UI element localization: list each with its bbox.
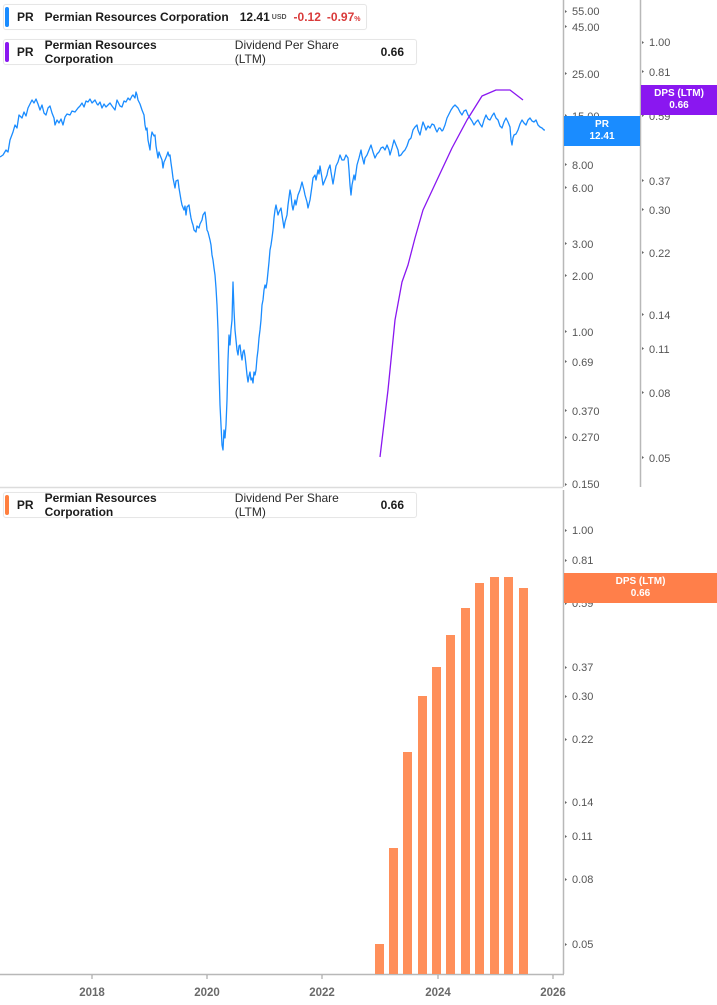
dps-bar [490, 577, 499, 974]
company-name: Permian Resources Corporation [44, 38, 157, 66]
currency: USD [271, 13, 287, 21]
dps-legend-bottom[interactable]: PR Permian Resources Corporation Dividen… [3, 491, 417, 519]
svg-text:0.14: 0.14 [649, 310, 670, 322]
dps-series-color [5, 42, 9, 62]
company-name: Permian Resources Corporation [44, 491, 157, 519]
dps-bar [375, 944, 384, 974]
svg-text:0.370: 0.370 [572, 406, 600, 418]
svg-text:2020: 2020 [194, 987, 220, 999]
svg-text:0.22: 0.22 [572, 734, 593, 746]
ticker: PR [16, 45, 34, 59]
price-change-pct: -0.97% [326, 10, 361, 24]
svg-text:0.270: 0.270 [572, 432, 600, 444]
svg-text:0.08: 0.08 [649, 388, 670, 400]
price-line[interactable] [0, 91, 545, 451]
svg-text:0.22: 0.22 [649, 248, 670, 260]
svg-text:2018: 2018 [79, 987, 105, 999]
svg-text:0.11: 0.11 [649, 344, 670, 356]
dps-bar [475, 583, 484, 974]
price-axis-tag: PR 12.41 [564, 116, 640, 146]
company-name: Permian Resources Corporation [44, 10, 229, 24]
dps-value: 0.66 [380, 45, 404, 59]
svg-text:1.00: 1.00 [572, 327, 593, 339]
svg-text:0.30: 0.30 [649, 205, 670, 217]
svg-text:0.81: 0.81 [649, 67, 670, 79]
price-axis-labels: 55.00 45.00 25.00 15.00 8.00 6.00 3.00 2… [565, 6, 600, 491]
svg-text:0.11: 0.11 [572, 831, 593, 843]
dps-axis-labels-top: 1.00 0.81 0.59 0.37 0.30 0.22 0.14 0.11 … [642, 37, 670, 465]
svg-text:0.30: 0.30 [572, 691, 593, 703]
ticker: PR [16, 498, 34, 512]
svg-text:0.08: 0.08 [572, 874, 593, 886]
svg-text:2024: 2024 [425, 987, 451, 999]
dps-bar [389, 848, 398, 974]
svg-text:25.00: 25.00 [572, 69, 600, 81]
dps-bar [504, 577, 513, 974]
metric-name: Dividend Per Share (LTM) [234, 491, 339, 519]
metric-name: Dividend Per Share (LTM) [234, 38, 339, 66]
svg-text:8.00: 8.00 [572, 160, 593, 172]
svg-text:0.37: 0.37 [572, 662, 593, 674]
svg-text:0.05: 0.05 [649, 453, 670, 465]
dps-bar [403, 752, 412, 974]
dps-bar [461, 608, 470, 974]
svg-text:2022: 2022 [309, 987, 335, 999]
dps-axis-tag-top: DPS (LTM) 0.66 [641, 85, 717, 115]
svg-text:0.150: 0.150 [572, 479, 600, 491]
svg-text:55.00: 55.00 [572, 6, 600, 18]
price-value: 12.41 [239, 10, 270, 24]
svg-text:2.00: 2.00 [572, 271, 593, 283]
dps-axis-tag-bottom: DPS (LTM) 0.66 [564, 573, 717, 603]
price-legend[interactable]: PR Permian Resources Corporation 12.41 U… [3, 4, 367, 30]
dps-value: 0.66 [380, 498, 404, 512]
svg-text:0.05: 0.05 [572, 939, 593, 951]
dps-bar [446, 635, 455, 974]
svg-text:0.37: 0.37 [649, 176, 670, 188]
x-axis-labels: 2018 2020 2022 2024 2026 [79, 987, 566, 999]
svg-text:45.00: 45.00 [572, 22, 600, 34]
svg-text:0.14: 0.14 [572, 797, 593, 809]
dps-bar [418, 696, 427, 974]
svg-text:0.81: 0.81 [572, 555, 593, 567]
dps-series-color [5, 495, 9, 515]
svg-text:1.00: 1.00 [572, 525, 593, 537]
dps-bar [519, 588, 528, 974]
svg-text:2026: 2026 [540, 987, 566, 999]
dps-bars[interactable] [375, 577, 528, 974]
dps-bar [432, 667, 441, 974]
svg-text:6.00: 6.00 [572, 183, 593, 195]
dps-line[interactable] [379, 89, 524, 458]
svg-text:3.00: 3.00 [572, 239, 593, 251]
x-axis-ticks [91, 975, 554, 979]
dps-axis-labels-bottom: 1.00 0.81 0.59 0.37 0.30 0.22 0.14 0.11 … [565, 525, 593, 951]
ticker: PR [17, 10, 34, 24]
svg-text:1.00: 1.00 [649, 37, 670, 49]
svg-text:0.69: 0.69 [572, 357, 593, 369]
price-change: -0.12 [293, 10, 321, 24]
dps-legend-top[interactable]: PR Permian Resources Corporation Dividen… [3, 38, 417, 66]
price-series-color [5, 7, 9, 27]
